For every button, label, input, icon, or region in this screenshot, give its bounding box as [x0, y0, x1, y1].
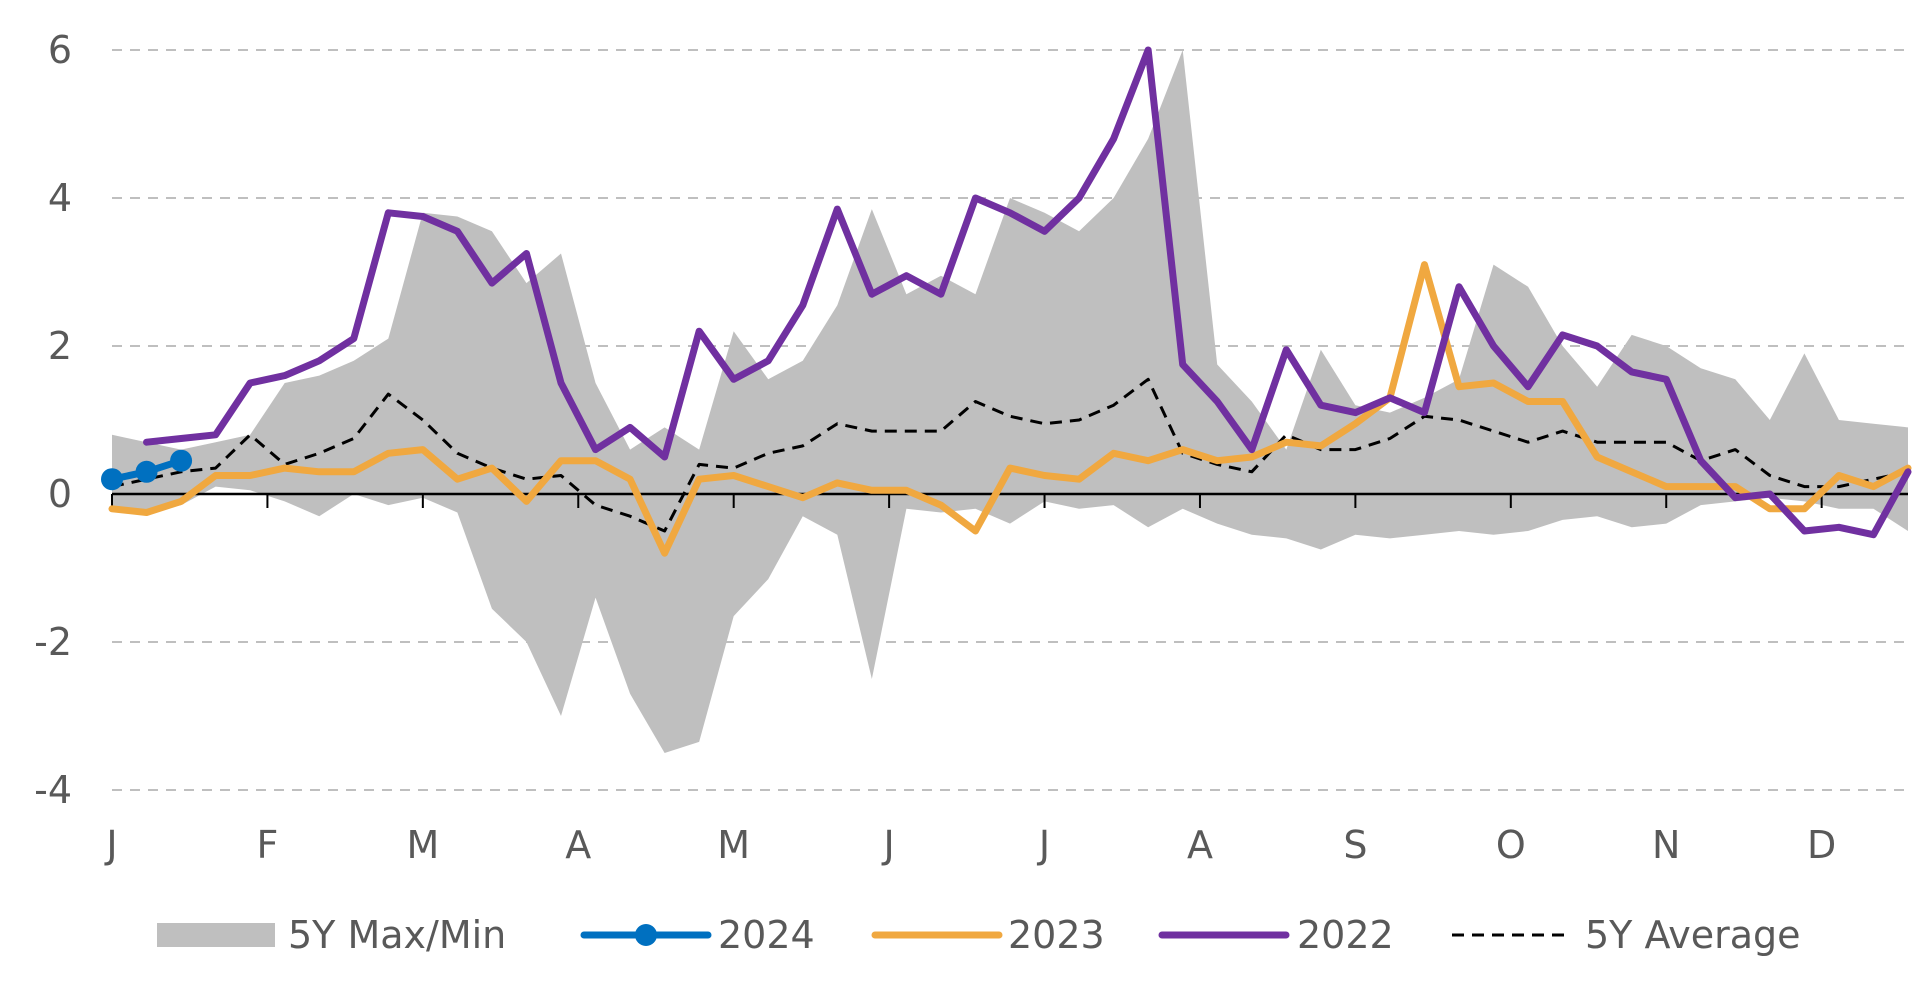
series-point-2024	[135, 460, 158, 483]
series-point-2024	[170, 449, 193, 472]
legend-swatch	[157, 923, 275, 947]
series-line-2022	[143, 46, 1912, 539]
x-tick-label: N	[1652, 823, 1680, 867]
legend-item-5y-average: 5Y Average	[1452, 913, 1801, 957]
x-tick-label: A	[565, 823, 591, 867]
gridlines	[112, 49, 1908, 791]
y-tick-label: 4	[48, 176, 72, 220]
legend-label: 2023	[1008, 913, 1105, 957]
legend-label: 2024	[718, 913, 815, 957]
legend: 5Y Max/Min 2024 2023 2022 5Y Average	[157, 913, 1801, 957]
series-layer	[101, 46, 1912, 557]
y-tick-label: -2	[34, 620, 72, 664]
y-tick-label: 6	[48, 28, 72, 72]
x-tick-label: J	[882, 823, 895, 867]
x-tick-label: D	[1807, 823, 1836, 867]
legend-label: 5Y Average	[1585, 913, 1801, 957]
x-tick-label: M	[717, 823, 750, 867]
y-tick-label: -4	[34, 768, 72, 812]
legend-item-5y-max-min: 5Y Max/Min	[157, 913, 506, 957]
series-line-2023	[108, 261, 1912, 557]
x-tick-label: M	[406, 823, 439, 867]
band-layer	[112, 50, 1908, 753]
series-point-2024	[101, 468, 123, 491]
legend-item-2024: 2024	[580, 913, 815, 957]
y-tick-label: 0	[48, 472, 72, 516]
legend-item-2023: 2023	[871, 913, 1105, 957]
legend-label: 5Y Max/Min	[288, 913, 506, 957]
x-tick-label: J	[1037, 823, 1050, 867]
legend-label: 2022	[1297, 913, 1394, 957]
y-tick-label: 2	[48, 324, 72, 368]
x-tick-label: F	[256, 823, 278, 867]
legend-item-2022: 2022	[1158, 913, 1394, 957]
x-tick-label: O	[1496, 823, 1526, 867]
y-axis-labels: -4 -2 0 2 4 6	[34, 28, 72, 812]
x-tick-label: S	[1343, 823, 1367, 867]
x-tick-label: A	[1187, 823, 1213, 867]
band-5y-max-min	[112, 50, 1908, 753]
legend-marker	[635, 924, 657, 946]
x-tick-label: J	[104, 823, 117, 867]
